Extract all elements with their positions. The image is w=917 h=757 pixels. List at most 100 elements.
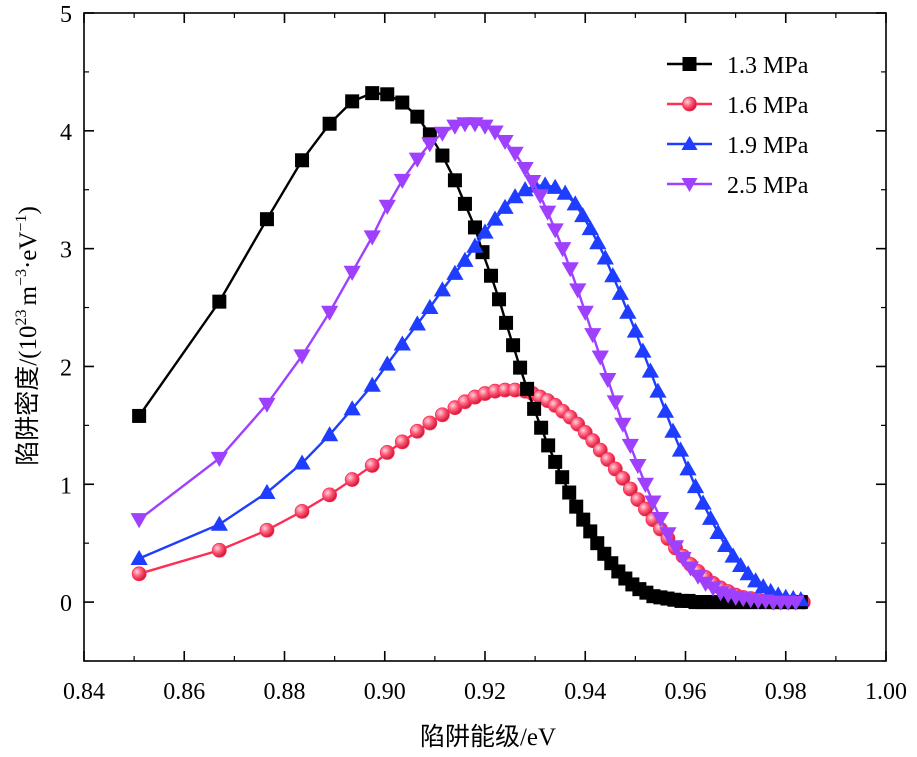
data-point [536, 176, 554, 192]
legend-marker [681, 177, 698, 193]
data-point [322, 487, 338, 503]
data-point [614, 417, 632, 433]
data-point [393, 173, 411, 189]
data-point [492, 292, 507, 307]
legend-item: 1.9 MPa [667, 133, 809, 159]
x-tick-label: 0.88 [264, 679, 306, 705]
legend-label: 1.3 MPa [727, 53, 809, 79]
data-point [434, 407, 450, 423]
data-point [496, 198, 514, 214]
data-point [131, 566, 147, 582]
data-point [293, 349, 311, 365]
data-point [345, 94, 360, 109]
x-tick-label: 0.92 [464, 679, 506, 705]
data-point [343, 265, 361, 281]
data-point [363, 376, 381, 392]
data-point [212, 294, 227, 309]
series-line [138, 91, 801, 604]
legend-item: 1.6 MPa [667, 93, 809, 119]
data-point [506, 338, 521, 353]
data-point [701, 509, 720, 525]
data-point [421, 298, 439, 315]
data-point [422, 415, 438, 431]
data-point [210, 515, 228, 531]
data-point [583, 524, 598, 539]
data-point [393, 335, 411, 351]
data-point [546, 178, 564, 194]
data-point [476, 119, 494, 135]
data-point [716, 536, 735, 553]
data-point [589, 234, 607, 250]
data-point [546, 223, 564, 239]
data-point [591, 350, 609, 366]
data-point [599, 372, 617, 389]
data-point [447, 173, 462, 188]
data-point [433, 126, 452, 142]
series-layer [130, 86, 811, 611]
data-point [457, 196, 472, 211]
data-point [211, 542, 227, 558]
x-tick-label: 0.86 [163, 679, 205, 705]
data-point [539, 205, 557, 221]
legend-item: 2.5 MPa [667, 173, 809, 199]
data-point [294, 503, 310, 519]
data-point [496, 134, 514, 151]
y-tick-label: 3 [60, 238, 72, 264]
data-point [724, 547, 742, 563]
data-point [456, 251, 474, 267]
data-point [555, 470, 570, 485]
data-point [554, 242, 572, 258]
legend-marker [681, 135, 698, 151]
data-point [130, 549, 148, 565]
data-point [659, 527, 677, 543]
data-point [581, 219, 599, 236]
data-point [596, 249, 614, 265]
data-point [739, 565, 757, 581]
data-point [513, 360, 528, 375]
data-point [467, 220, 482, 235]
x-tick-label: 0.98 [765, 679, 807, 705]
data-point [295, 153, 310, 168]
x-axis-title: 陷阱能级/eV [420, 723, 556, 751]
x-tick-label: 0.94 [564, 679, 606, 705]
data-point [626, 322, 644, 338]
data-point [344, 472, 360, 487]
data-point [527, 401, 542, 416]
data-point [476, 223, 494, 239]
data-point [679, 460, 697, 476]
data-point [656, 402, 675, 418]
legend-label: 2.5 MPa [727, 173, 809, 199]
data-point [446, 119, 464, 135]
y-tick-label: 2 [60, 355, 72, 381]
data-point [604, 267, 622, 283]
axes-layer: 0.84 0.86 0.88 0.90 0.92 0.94 0.96 0.98 1.00 0 1 2 3… [60, 2, 907, 705]
data-point [576, 305, 594, 321]
data-point [584, 328, 602, 344]
data-point [681, 561, 700, 577]
data-point [747, 572, 765, 588]
data-point [421, 137, 439, 153]
data-point [569, 283, 587, 299]
data-point [666, 540, 685, 556]
series-2_5-MPa [130, 117, 805, 611]
data-point [548, 454, 563, 469]
data-point [380, 87, 395, 102]
x-tick-label: 0.96 [665, 679, 707, 705]
data-point [634, 342, 652, 358]
data-point [259, 212, 274, 227]
data-point [541, 438, 556, 453]
data-point [210, 451, 228, 467]
legend-label: 1.6 MPa [727, 93, 809, 119]
data-point [395, 95, 410, 110]
y-axis-title: 陷阱密度/(1023m−3·eV−1) [13, 206, 42, 466]
data-point [649, 382, 667, 398]
data-point [364, 458, 380, 473]
data-point [343, 400, 361, 416]
legend-item: 1.3 MPa [667, 53, 809, 79]
data-point [293, 454, 311, 470]
data-point [408, 315, 426, 331]
series-1_9-MPa [130, 176, 810, 607]
data-point [322, 116, 337, 131]
